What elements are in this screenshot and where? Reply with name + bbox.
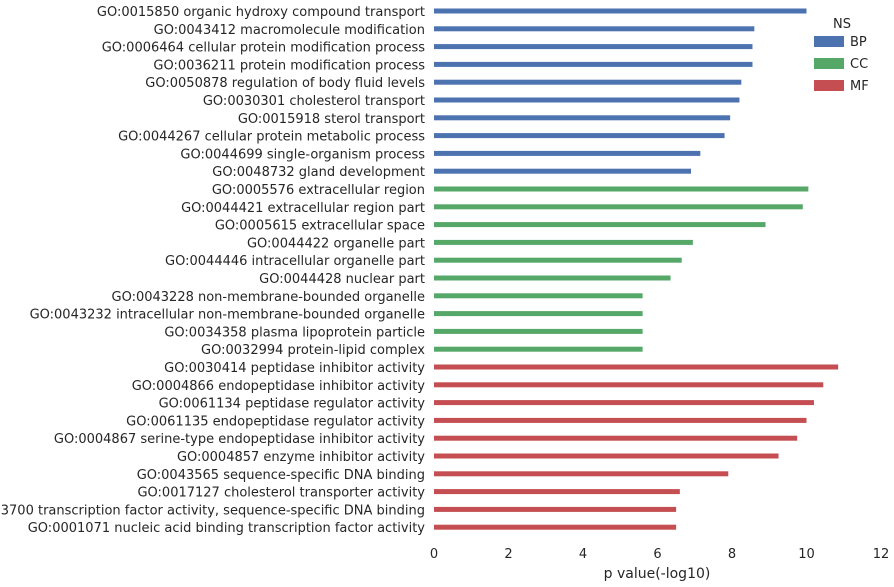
legend-label-bp: BP <box>850 35 867 50</box>
bar-cc <box>434 257 682 263</box>
category-label: GO:0044421 extracellular region part <box>181 201 425 216</box>
category-label: GO:0004857 enzyme inhibitor activity <box>177 450 425 465</box>
bar-cc <box>434 186 809 192</box>
bar-mf <box>434 489 680 495</box>
x-tick-label: 12 <box>873 547 890 562</box>
bar-bp <box>434 97 740 103</box>
category-label: GO:0030301 cholesterol transport <box>203 94 425 109</box>
category-label: GO:0050878 regulation of body fluid leve… <box>145 76 425 91</box>
bar-mf <box>434 471 729 477</box>
x-tick-group: 0 2 4 6 8 10 12 <box>430 547 889 562</box>
category-label: GO:0034358 plasma lipoprotein particle <box>164 325 425 340</box>
category-label: GO:0043565 sequence-specific DNA binding <box>137 468 425 483</box>
bar-cc <box>434 222 766 228</box>
x-tick-label: 6 <box>653 547 661 562</box>
bar-cc <box>434 204 803 210</box>
x-tick-label: 0 <box>430 547 438 562</box>
legend-swatch-cc <box>814 58 844 69</box>
bar-bp <box>434 168 692 174</box>
category-label: GO:0043228 non-membrane-bounded organell… <box>112 290 426 305</box>
category-label: GO:0015918 sterol transport <box>238 112 425 127</box>
bar-bp <box>434 61 753 67</box>
category-label: GO:0048732 gland development <box>212 165 425 180</box>
category-label: GO:0036211 protein modification process <box>153 58 425 73</box>
bar-bp <box>434 115 731 121</box>
bar-bp <box>434 79 742 85</box>
bar-mf <box>434 364 839 370</box>
bar-cc <box>434 293 643 299</box>
legend-title: NS <box>833 17 851 32</box>
bar-mf <box>434 524 677 530</box>
bar-bp <box>434 150 701 156</box>
x-tick-label: 10 <box>798 547 815 562</box>
x-tick-label: 4 <box>579 547 587 562</box>
x-tick-label: 2 <box>504 547 512 562</box>
bar-bp <box>434 44 753 50</box>
bar-group <box>434 8 839 530</box>
category-label: GO:0044699 single-organism process <box>180 147 425 162</box>
category-label: GO:0043412 macromolecule modification <box>154 23 425 38</box>
category-label: GO:0043232 intracellular non-membrane-bo… <box>30 308 425 323</box>
legend-label-cc: CC <box>850 57 868 72</box>
bar-mf <box>434 453 779 459</box>
category-label: GO:0061135 endopeptidase regulator activ… <box>126 414 425 429</box>
bar-bp <box>434 26 755 32</box>
category-label: GO:0044446 intracellular organelle part <box>165 254 425 269</box>
category-label: GO:0044422 organelle part <box>247 236 425 251</box>
category-label: GO:0061134 peptidase regulator activity <box>159 397 426 412</box>
category-label: GO:0004867 serine-type endopeptidase inh… <box>54 432 425 447</box>
category-label: GO:0004866 endopeptidase inhibitor activ… <box>132 379 426 394</box>
category-label: GO:0001071 nucleic acid binding transcri… <box>28 521 426 536</box>
category-label: GO:0003700 transcription factor activity… <box>0 503 425 518</box>
bar-cc <box>434 239 693 245</box>
bar-bp <box>434 133 725 139</box>
category-label: GO:0032994 protein-lipid complex <box>201 343 425 358</box>
legend-label-mf: MF <box>850 79 869 94</box>
bar-cc <box>434 275 671 281</box>
category-label: GO:0030414 peptidase inhibitor activity <box>164 361 425 376</box>
x-tick-label: 8 <box>728 547 736 562</box>
bar-cc <box>434 311 643 317</box>
category-label: GO:0005576 extracellular region <box>212 183 425 198</box>
category-label: GO:0017127 cholesterol transporter activ… <box>137 486 425 501</box>
category-label: GO:0044267 cellular protein metabolic pr… <box>118 130 425 145</box>
bar-cc <box>434 328 643 334</box>
category-label: GO:0044428 nuclear part <box>259 272 425 287</box>
bar-cc <box>434 346 643 352</box>
bar-mf <box>434 506 677 512</box>
category-label: GO:0006464 cellular protein modification… <box>102 41 425 56</box>
category-label-group: GO:0015850 organic hydroxy compound tran… <box>0 5 425 536</box>
legend-swatch-mf <box>814 80 844 91</box>
category-label: GO:0015850 organic hydroxy compound tran… <box>97 5 425 20</box>
category-label: GO:0005615 extracellular space <box>215 219 425 234</box>
legend-swatch-bp <box>814 36 844 47</box>
bar-mf <box>434 435 798 441</box>
legend: NS BP CC MF <box>814 17 869 94</box>
bar-bp <box>434 8 807 14</box>
bar-mf <box>434 400 814 406</box>
x-axis-label: p value(-log10) <box>604 566 711 582</box>
bar-mf <box>434 382 824 388</box>
bar-mf <box>434 417 807 423</box>
